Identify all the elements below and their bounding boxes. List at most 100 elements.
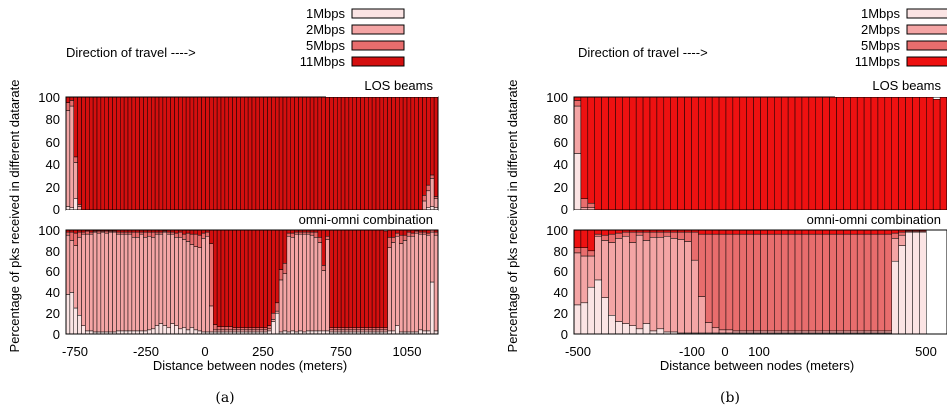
bar-2mbps-61 [302, 233, 307, 333]
bar-5mbps-2 [73, 156, 78, 163]
bar-1mbps-0 [573, 153, 582, 211]
bar-5mbps-29 [178, 231, 183, 238]
bar-11mbps-88 [406, 96, 412, 211]
bar-2mbps-94 [430, 178, 435, 207]
bar-5mbps-3 [77, 231, 82, 238]
bar-2mbps-11 [108, 231, 113, 333]
bar-11mbps-57 [286, 96, 292, 211]
bar-11mbps-51 [263, 96, 268, 211]
bar-11mbps-43 [870, 229, 879, 235]
bar-5mbps-67 [325, 235, 330, 240]
bar-11mbps-44 [877, 229, 886, 235]
chart-a-bottom-yaxis: 100 80 60 40 20 0 [38, 223, 60, 342]
bar-11mbps-38 [213, 229, 218, 325]
chart-b-bottom-ytick-80: 80 [554, 244, 568, 259]
bar-1mbps-10 [642, 323, 651, 335]
bar-5mbps-48 [251, 327, 257, 331]
bar-11mbps-30 [780, 229, 789, 235]
bar-5mbps-5 [608, 233, 616, 243]
bar-5mbps-20 [143, 231, 148, 238]
bar-11mbps-95 [433, 96, 439, 197]
bar-11mbps-69 [333, 96, 338, 211]
bar-11mbps-90 [414, 96, 419, 211]
bar-2mbps-15 [123, 233, 129, 332]
bar-11mbps-72 [344, 96, 350, 211]
bar-11mbps-83 [387, 96, 392, 211]
bar-5mbps-73 [348, 327, 354, 331]
chart-b-xtick-neg500: -500 [565, 344, 591, 359]
bar-1mbps-50 [919, 231, 927, 335]
bar-11mbps-52 [267, 96, 272, 211]
bar-5mbps-26 [753, 233, 761, 332]
bar-11mbps-33 [801, 96, 810, 211]
bar-11mbps-28 [767, 229, 775, 235]
bar-2mbps-20 [143, 237, 148, 332]
bar-11mbps-24 [739, 96, 747, 211]
bar-11mbps-69 [333, 229, 338, 329]
bar-11mbps-11 [108, 96, 113, 211]
bar-5mbps-44 [236, 327, 241, 331]
bar-2mbps-5 [608, 242, 616, 316]
bar-11mbps-58 [290, 96, 295, 211]
bar-2mbps-76 [360, 329, 365, 333]
chart-b-bottom-label-bg [574, 210, 947, 230]
bar-11mbps-29 [178, 96, 183, 211]
bar-1mbps-49 [912, 231, 920, 335]
bar-11mbps-44 [877, 96, 886, 211]
chart-b-bottom-yaxis: 100 80 60 40 20 0 [546, 223, 568, 342]
bar-11mbps-4 [601, 229, 609, 236]
bar-1mbps-7 [622, 323, 630, 335]
chart-a-bottom-ytick-60: 60 [46, 264, 60, 279]
bar-5mbps-8 [629, 231, 637, 243]
bar-5mbps-47 [247, 327, 253, 331]
bar-5mbps-28 [767, 233, 775, 332]
bar-5mbps-58 [290, 232, 295, 238]
bar-11mbps-52 [267, 229, 272, 326]
bar-1mbps-22 [151, 328, 156, 335]
bar-2mbps-56 [282, 273, 288, 332]
bar-5mbps-69 [333, 327, 338, 331]
bar-2mbps-10 [104, 232, 109, 333]
legend-b-label-5mbps: 5Mbps [861, 38, 901, 53]
bar-5mbps-42 [228, 326, 233, 331]
chart-a-top-ytick-40: 40 [46, 157, 60, 172]
bar-11mbps-76 [360, 96, 365, 211]
bar-2mbps-13 [663, 235, 671, 333]
bar-11mbps-41 [224, 96, 230, 211]
bar-2mbps-34 [197, 247, 202, 332]
bar-11mbps-50 [919, 96, 927, 211]
bar-11mbps-21 [147, 96, 152, 211]
legend-a-swatch-5mbps [351, 40, 405, 51]
bar-5mbps-46 [891, 232, 899, 239]
bar-5mbps-54 [275, 302, 280, 312]
bar-5mbps-92 [422, 231, 427, 235]
bar-5mbps-21 [718, 233, 727, 331]
bar-2mbps-10 [642, 240, 651, 324]
bar-11mbps-19 [139, 96, 144, 211]
bar-11mbps-55 [278, 96, 284, 211]
bar-2mbps-39 [843, 330, 851, 334]
bar-11mbps-47 [247, 96, 253, 211]
bar-2mbps-36 [205, 235, 210, 333]
bar-11mbps-67 [325, 96, 330, 211]
bar-5mbps-31 [787, 233, 796, 332]
bar-11mbps-23 [732, 229, 741, 235]
bar-5mbps-46 [244, 327, 249, 331]
bar-2mbps-14 [670, 238, 678, 333]
bar-2mbps-69 [333, 329, 338, 333]
bar-11mbps-8 [96, 96, 102, 211]
bar-5mbps-1 [580, 247, 589, 257]
bar-5mbps-75 [356, 327, 361, 331]
bar-2mbps-44 [877, 330, 886, 334]
bar-1mbps-25 [162, 325, 168, 335]
bar-11mbps-64 [313, 96, 319, 211]
bar-11mbps-29 [774, 229, 782, 235]
chart-b-bottom-ytick-40: 40 [554, 285, 568, 300]
bar-5mbps-23 [732, 233, 741, 332]
bar-5mbps-40 [220, 326, 226, 331]
bar-11mbps-1 [69, 96, 75, 101]
bar-5mbps-56 [282, 263, 288, 274]
bar-11mbps-33 [801, 229, 810, 235]
bar-11mbps-72 [344, 229, 350, 329]
